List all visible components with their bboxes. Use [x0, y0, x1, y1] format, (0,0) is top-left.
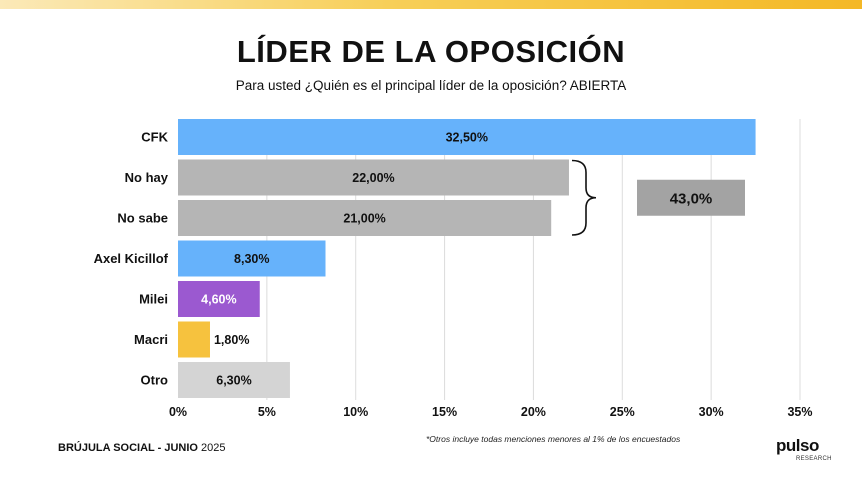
x-tick-label: 5%: [258, 405, 276, 419]
category-label: Macri: [134, 332, 168, 347]
brand-logo: pulso RESEARCH: [776, 436, 836, 466]
x-tick-label: 25%: [610, 405, 635, 419]
data-label: 32,50%: [446, 131, 488, 145]
logo-text: pulso: [776, 436, 819, 455]
logo-subtext: RESEARCH: [796, 456, 832, 462]
x-tick-label: 35%: [787, 405, 812, 419]
chart-title: LÍDER DE LA OPOSICIÓN: [236, 34, 626, 69]
data-label: 8,30%: [234, 252, 269, 266]
category-label: CFK: [141, 130, 168, 145]
source-label: BRÚJULA SOCIAL - JUNIO 2025: [58, 442, 226, 454]
data-label: 21,00%: [343, 212, 385, 226]
bar: [178, 159, 569, 196]
bar-chart: 0% 5% 10% 15% 20% 25% 30% 35% CFK 32,50% No hay 22,…: [94, 119, 813, 419]
chart-subtitle: Para usted ¿Quién es el principal líder …: [235, 78, 627, 93]
annotation-box: [637, 179, 745, 216]
bar: [178, 281, 260, 317]
source-year: 2025: [201, 442, 226, 454]
x-tick-label: 30%: [699, 405, 724, 419]
data-label: 1,80%: [214, 333, 249, 347]
category-label: Milei: [139, 292, 168, 307]
bar: [178, 321, 210, 358]
bracket: [571, 159, 597, 236]
category-label: No sabe: [117, 211, 168, 226]
bar: [178, 240, 326, 277]
x-tick-label: 10%: [343, 405, 368, 419]
top-accent-bar: [0, 0, 862, 9]
annotation-label: 43,0%: [670, 190, 713, 207]
x-tick-label: 15%: [432, 405, 457, 419]
data-label: 4,60%: [201, 293, 236, 307]
bar: [178, 362, 290, 398]
data-label: 22,00%: [352, 171, 394, 185]
source-name: BRÚJULA SOCIAL - JUNIO: [58, 442, 198, 454]
footnote: *Otros incluye todas menciones menores a…: [426, 434, 681, 444]
bar: [178, 200, 552, 236]
x-tick-label: 20%: [521, 405, 546, 419]
category-label: Axel Kicillof: [94, 251, 169, 266]
bar: [178, 119, 756, 155]
category-label: No hay: [125, 170, 169, 185]
data-label: 6,30%: [216, 374, 251, 388]
x-tick-label: 0%: [169, 405, 187, 419]
category-label: Otro: [141, 373, 169, 388]
